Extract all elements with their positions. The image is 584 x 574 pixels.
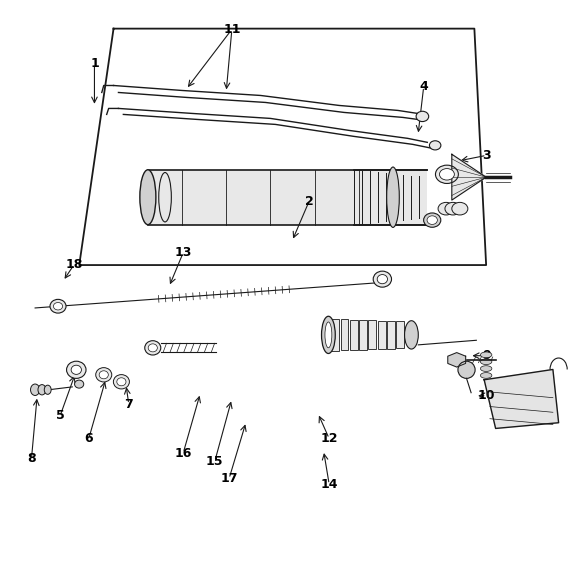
Bar [350, 320, 358, 350]
Polygon shape [484, 370, 559, 428]
Ellipse shape [481, 352, 492, 358]
Ellipse shape [140, 170, 156, 224]
Ellipse shape [377, 274, 388, 284]
Ellipse shape [458, 361, 475, 378]
Text: 18: 18 [66, 258, 83, 270]
Bar [148, 170, 427, 224]
Ellipse shape [423, 213, 441, 227]
Text: 12: 12 [321, 432, 338, 445]
Ellipse shape [113, 375, 130, 389]
Ellipse shape [99, 371, 108, 379]
Text: 17: 17 [220, 472, 238, 486]
Ellipse shape [148, 344, 157, 352]
Ellipse shape [387, 167, 399, 227]
Text: 5: 5 [55, 409, 64, 422]
Ellipse shape [436, 165, 458, 184]
Text: 14: 14 [321, 478, 338, 491]
Text: 3: 3 [482, 149, 491, 162]
Ellipse shape [145, 341, 161, 355]
Bar [331, 319, 339, 351]
Ellipse shape [416, 111, 429, 122]
Ellipse shape [44, 385, 51, 394]
Ellipse shape [159, 173, 171, 222]
Ellipse shape [429, 141, 441, 150]
Text: 7: 7 [124, 398, 133, 411]
Ellipse shape [445, 203, 461, 215]
Text: 13: 13 [175, 246, 192, 259]
Bar [397, 321, 404, 348]
Ellipse shape [117, 378, 126, 386]
Ellipse shape [53, 302, 62, 310]
Text: 16: 16 [175, 447, 192, 460]
Polygon shape [452, 154, 486, 200]
Ellipse shape [481, 366, 492, 371]
Text: 11: 11 [223, 23, 241, 36]
Bar [359, 320, 367, 350]
Ellipse shape [373, 271, 391, 287]
Ellipse shape [405, 321, 418, 349]
Ellipse shape [325, 322, 332, 348]
Ellipse shape [96, 367, 112, 382]
Text: 4: 4 [419, 80, 428, 93]
Text: 6: 6 [85, 432, 93, 445]
Text: 1: 1 [90, 57, 99, 70]
Ellipse shape [71, 365, 81, 374]
Ellipse shape [438, 203, 454, 215]
Bar [340, 320, 349, 350]
Text: 10: 10 [478, 389, 495, 402]
Text: 2: 2 [305, 195, 314, 208]
Text: 9: 9 [482, 349, 491, 362]
Ellipse shape [38, 385, 46, 395]
Text: 8: 8 [27, 452, 36, 466]
Ellipse shape [322, 316, 335, 354]
Ellipse shape [67, 361, 86, 378]
Ellipse shape [427, 216, 437, 224]
Text: 15: 15 [206, 455, 224, 468]
Ellipse shape [481, 359, 492, 364]
Polygon shape [448, 352, 465, 367]
Ellipse shape [75, 380, 84, 388]
Ellipse shape [452, 203, 468, 215]
Bar [387, 321, 395, 348]
Bar [369, 320, 377, 350]
Bar [378, 321, 385, 349]
Ellipse shape [481, 373, 492, 378]
Ellipse shape [50, 300, 66, 313]
Ellipse shape [30, 384, 40, 395]
Ellipse shape [440, 169, 454, 180]
